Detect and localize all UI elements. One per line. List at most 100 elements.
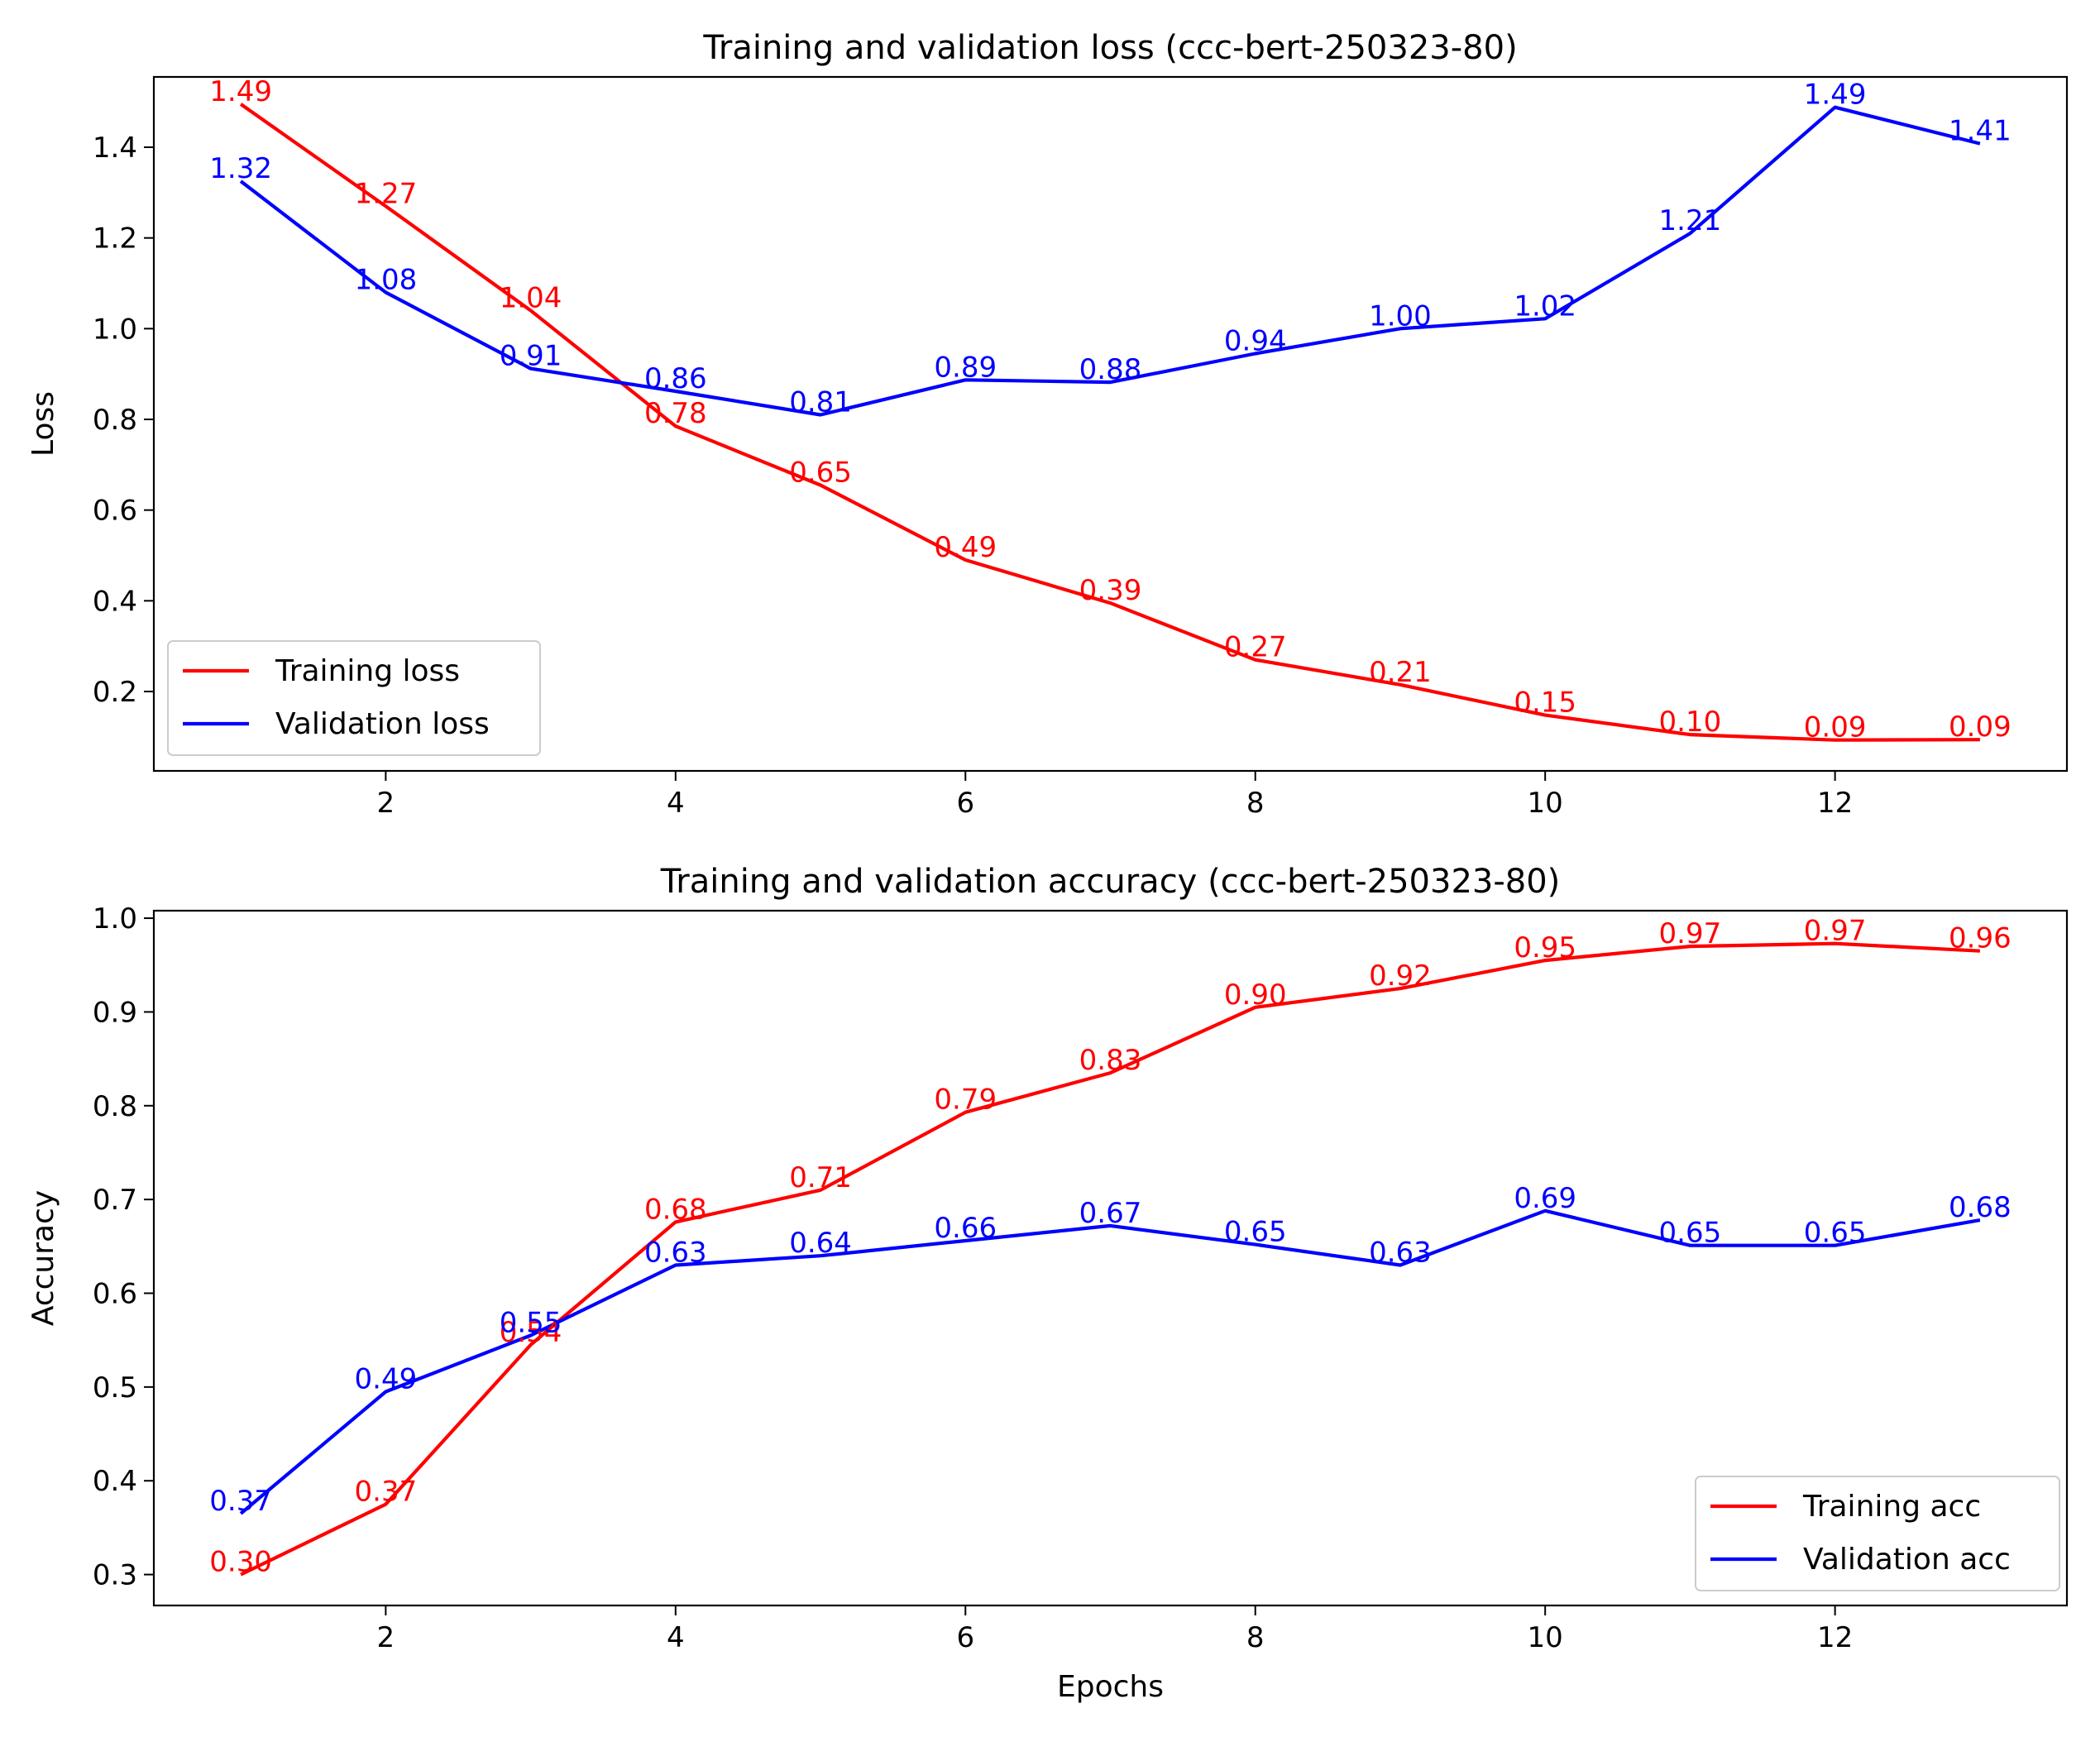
data-label: 0.89 — [934, 351, 997, 384]
data-label: 1.32 — [209, 152, 272, 185]
data-label: 0.39 — [1079, 574, 1142, 607]
axes-frame — [152, 75, 2069, 773]
y-tick-label: 0.9 — [93, 996, 137, 1029]
series-line-training-loss — [239, 103, 1980, 742]
y-tick-label: 0.6 — [93, 1278, 137, 1311]
y-tick-label: 0.8 — [93, 404, 137, 437]
y-tick-label: 1.0 — [93, 313, 137, 346]
chart-title: Training and validation accuracy (ccc-be… — [660, 863, 1561, 901]
x-tick-label: 6 — [956, 1621, 974, 1654]
data-label: 1.27 — [355, 177, 418, 210]
y-tick-label: 0.5 — [93, 1371, 137, 1404]
loss-chart: Training and validation loss (ccc-bert-2… — [26, 29, 2069, 820]
data-label: 0.15 — [1514, 687, 1576, 720]
x-tick-label: 12 — [1817, 787, 1853, 820]
data-label: 0.71 — [789, 1161, 852, 1194]
data-label: 0.65 — [1224, 1216, 1287, 1249]
data-label: 0.27 — [1224, 631, 1287, 664]
x-tick-label: 8 — [1246, 1621, 1265, 1654]
data-label: 0.86 — [644, 362, 707, 395]
data-label: 1.21 — [1659, 204, 1722, 237]
y-tick-label: 1.4 — [93, 132, 137, 165]
data-label: 0.91 — [500, 340, 562, 373]
data-label: 0.97 — [1804, 915, 1867, 948]
y-axis-label: Accuracy — [26, 1190, 60, 1326]
y-tick-label: 0.2 — [93, 676, 137, 709]
x-tick-label: 10 — [1528, 787, 1563, 820]
y-tick-label: 0.4 — [93, 1465, 137, 1498]
legend-entry: Training loss — [275, 654, 460, 688]
data-label: 0.49 — [355, 1363, 418, 1396]
data-label: 0.49 — [934, 531, 997, 564]
data-label: 1.04 — [500, 281, 562, 314]
y-tick-label: 0.3 — [93, 1559, 137, 1592]
series-line-validation-loss — [239, 105, 1981, 417]
data-label: 0.69 — [1514, 1182, 1576, 1215]
legend-entry: Validation loss — [275, 707, 490, 741]
x-tick-label: 4 — [667, 1621, 685, 1654]
data-label: 0.65 — [1804, 1217, 1867, 1250]
data-label: 0.95 — [1514, 931, 1576, 964]
legend: Training acc Validation acc — [1695, 1476, 2060, 1591]
data-label: 0.94 — [1224, 325, 1287, 358]
accuracy-chart: Training and validation accuracy (ccc-be… — [26, 863, 2069, 1704]
data-label: 0.68 — [1949, 1191, 2012, 1224]
data-label: 0.09 — [1804, 711, 1867, 744]
data-label: 1.41 — [1949, 115, 2012, 148]
legend-box — [1695, 1476, 2060, 1591]
data-label: 0.92 — [1369, 959, 1432, 993]
x-tick-label: 4 — [667, 787, 685, 820]
data-label: 0.55 — [500, 1307, 562, 1340]
chart-title: Training and validation loss (ccc-bert-2… — [702, 29, 1517, 67]
data-label: 1.49 — [1804, 79, 1867, 112]
data-label: 0.81 — [789, 386, 852, 419]
x-tick-label: 2 — [377, 1621, 395, 1654]
data-label: 0.83 — [1079, 1044, 1142, 1077]
data-label: 1.02 — [1514, 290, 1576, 323]
series-line-validation-acc — [239, 1208, 1981, 1515]
data-label: 0.68 — [644, 1193, 707, 1226]
data-label: 1.08 — [355, 263, 418, 296]
data-label: 0.37 — [355, 1476, 418, 1509]
series-line-training-acc — [240, 941, 1981, 1577]
data-label: 0.21 — [1369, 656, 1432, 689]
data-label: 0.97 — [1659, 917, 1722, 950]
data-label: 0.64 — [789, 1227, 852, 1260]
axes-frame — [152, 909, 2069, 1607]
x-tick-label: 12 — [1817, 1621, 1853, 1654]
data-label: 1.00 — [1369, 299, 1432, 333]
data-label: 0.96 — [1949, 922, 2012, 955]
data-label: 0.67 — [1079, 1197, 1142, 1230]
data-label: 0.90 — [1224, 979, 1287, 1012]
data-label: 0.10 — [1659, 706, 1722, 739]
y-tick-label: 0.8 — [93, 1090, 137, 1123]
x-axis-label: Epochs — [1057, 1670, 1164, 1704]
data-label: 0.66 — [934, 1212, 997, 1245]
data-label: 0.65 — [1659, 1217, 1722, 1250]
data-label: 0.37 — [209, 1485, 272, 1518]
data-label: 0.88 — [1079, 353, 1142, 386]
y-tick-label: 0.7 — [93, 1184, 137, 1217]
data-label: 0.65 — [789, 457, 852, 490]
x-tick-label: 6 — [956, 787, 974, 820]
data-label: 0.30 — [209, 1546, 272, 1579]
y-tick-label: 0.4 — [93, 585, 137, 618]
data-label: 0.09 — [1949, 711, 2012, 744]
data-label: 1.49 — [209, 75, 272, 108]
data-label: 0.54 — [500, 1316, 562, 1349]
y-tick-label: 1.0 — [93, 902, 137, 935]
x-tick-label: 2 — [377, 787, 395, 820]
data-label: 0.63 — [1369, 1237, 1432, 1270]
legend-box — [167, 640, 541, 756]
y-axis-label: Loss — [26, 391, 60, 457]
data-label: 0.79 — [934, 1084, 997, 1117]
legend: Training loss Validation loss — [167, 640, 541, 756]
data-label: 0.63 — [644, 1237, 707, 1270]
y-tick-label: 0.6 — [93, 495, 137, 528]
x-tick-label: 10 — [1528, 1621, 1563, 1654]
data-label: 0.78 — [644, 397, 707, 430]
legend-entry: Training acc — [1802, 1490, 1981, 1524]
legend-entry: Validation acc — [1803, 1543, 2011, 1577]
x-tick-label: 8 — [1246, 787, 1265, 820]
